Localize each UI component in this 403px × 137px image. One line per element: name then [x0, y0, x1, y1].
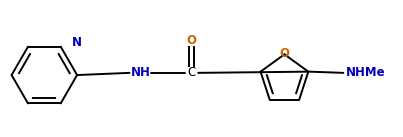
Text: N: N: [72, 36, 82, 49]
Text: O: O: [187, 34, 197, 47]
Text: NHMe: NHMe: [345, 66, 385, 79]
Text: NH: NH: [131, 66, 150, 79]
Text: C: C: [187, 66, 196, 79]
Text: O: O: [279, 47, 289, 60]
